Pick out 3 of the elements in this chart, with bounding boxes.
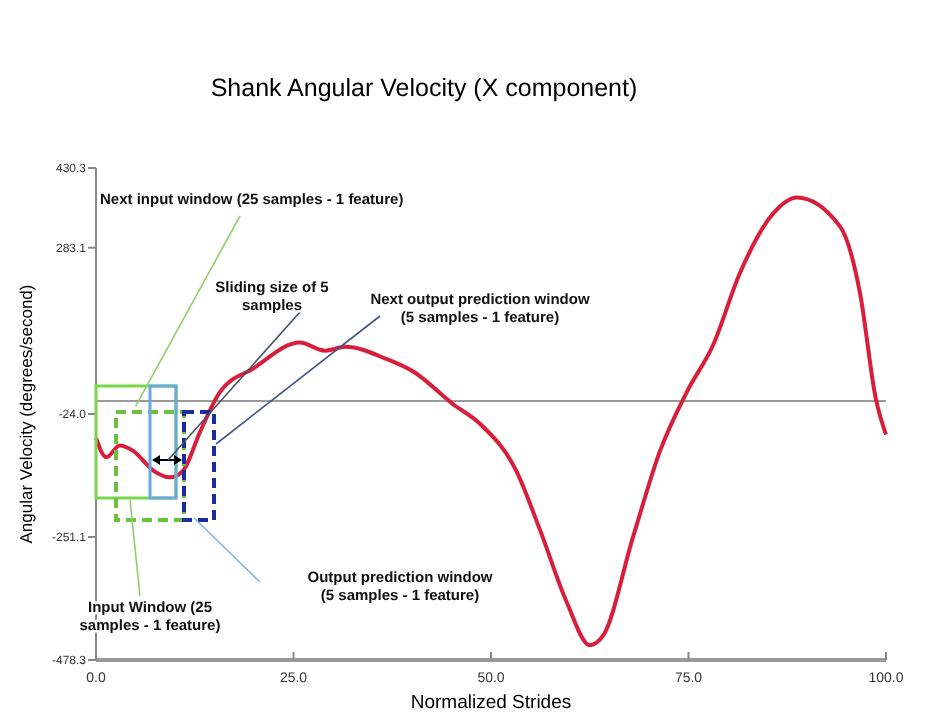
x-axis-title: Normalized Strides: [410, 692, 572, 714]
y-axis-title: Angular Velocity (degrees/second): [16, 284, 36, 544]
chart-title: Shank Angular Velocity (X component): [210, 74, 638, 102]
